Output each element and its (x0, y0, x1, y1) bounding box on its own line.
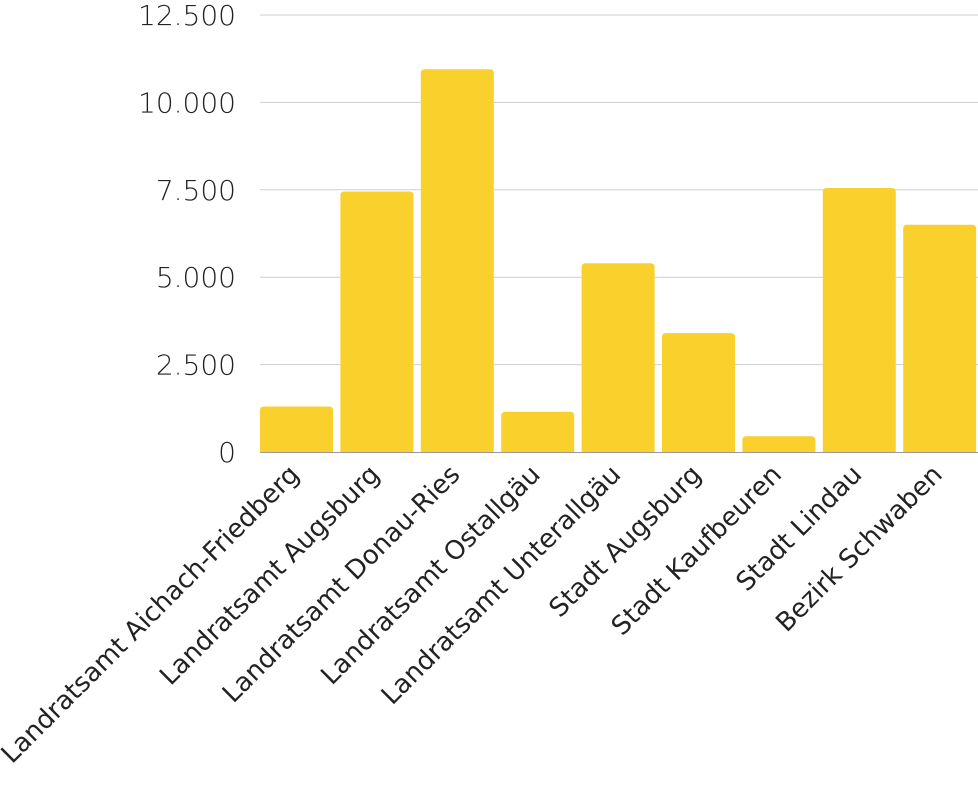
y-tick-label: 12.500 (138, 0, 236, 32)
y-axis-ticks: 0 2.500 5.000 7.500 10.000 12.500 (138, 0, 236, 469)
y-tick-label: 0 (218, 436, 236, 469)
x-axis-ticks: Landratsamt Aichach-FriedbergLandratsamt… (0, 460, 949, 770)
bar (822, 188, 896, 452)
bar (581, 263, 655, 452)
x-tick-label: Stadt Augsburg (544, 460, 708, 624)
y-tick-label: 7.500 (156, 174, 236, 207)
bar (260, 406, 333, 452)
bar (662, 333, 735, 452)
x-tick-label: Landratsamt Aichach-Friedberg (0, 460, 305, 770)
y-tick-label: 10.000 (138, 86, 236, 119)
y-tick-label: 2.500 (156, 349, 236, 382)
bar (742, 436, 816, 452)
bar (501, 411, 575, 452)
bar (420, 69, 494, 453)
bar (903, 224, 977, 452)
bars (260, 69, 977, 453)
bar (340, 191, 414, 452)
y-tick-label: 5.000 (156, 261, 236, 294)
